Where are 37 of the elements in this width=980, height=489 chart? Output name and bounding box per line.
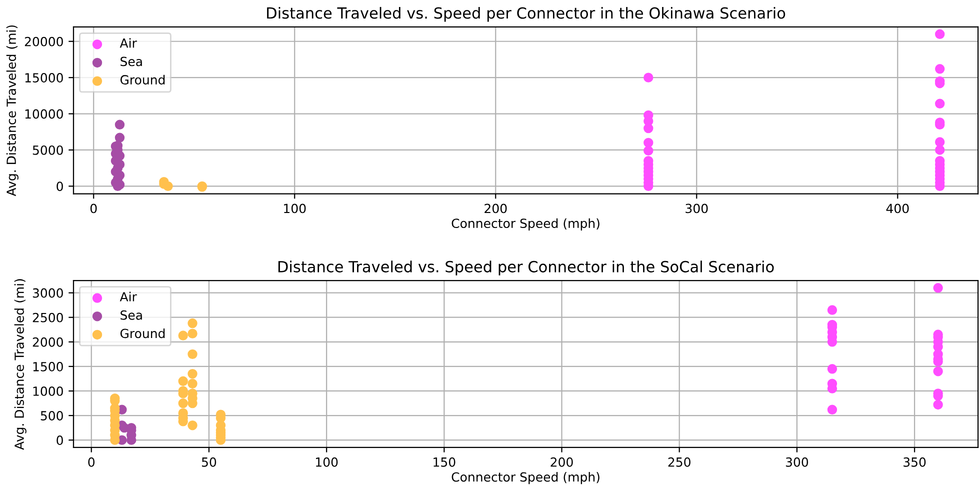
y-tick-label: 20000 — [24, 36, 63, 46]
x-tick-label: 200 — [550, 457, 573, 467]
x-tick-label: 0 — [90, 204, 97, 214]
legend-label: Sea — [120, 56, 142, 66]
x-tick-label: 300 — [786, 457, 808, 467]
y-tick-label: 1500 — [33, 362, 63, 372]
x-tick-label: 50 — [202, 457, 216, 467]
x-tick-label: 150 — [434, 457, 456, 467]
x-axis-title: Connector Speed (mph) — [452, 472, 600, 484]
legend-label: Ground — [120, 74, 165, 85]
y-axis-title: Avg. Distance Traveled (mi) — [6, 25, 18, 196]
x-tick-label: 0 — [88, 457, 95, 467]
chart-title: Distance Traveled vs. Speed per Connector in the SoCal Scenario — [278, 260, 774, 276]
y-tick-label: 0 — [56, 436, 63, 445]
legend-label: Air — [120, 292, 137, 302]
x-axis-title: Connector Speed (mph) — [452, 218, 600, 230]
y-tick-label: 2000 — [32, 337, 63, 347]
x-tick-label: 200 — [484, 204, 507, 214]
y-tick-label: 2500 — [32, 312, 63, 322]
legend-label: Sea — [120, 310, 142, 320]
x-tick-label: 400 — [886, 204, 909, 214]
y-tick-label: 15000 — [25, 73, 63, 82]
x-tick-label: 100 — [316, 457, 338, 467]
x-tick-label: 100 — [284, 204, 306, 214]
y-axis-title: Avg. Distance Traveled (mi) — [14, 279, 26, 450]
y-tick-label: 0 — [56, 182, 63, 192]
y-tick-label: 500 — [40, 411, 63, 420]
chart-title: Distance Traveled vs. Speed per Connector in the Okinawa Scenario — [267, 6, 786, 22]
y-tick-label: 5000 — [32, 145, 63, 155]
y-tick-label: 3000 — [32, 288, 63, 298]
y-tick-label: 10000 — [25, 109, 63, 119]
x-tick-label: 250 — [668, 457, 690, 467]
x-tick-label: 300 — [686, 204, 708, 214]
x-tick-label: 350 — [904, 457, 926, 467]
legend-label: Ground — [120, 328, 165, 338]
y-tick-label: 1000 — [33, 386, 63, 396]
legend-label: Air — [120, 38, 137, 48]
